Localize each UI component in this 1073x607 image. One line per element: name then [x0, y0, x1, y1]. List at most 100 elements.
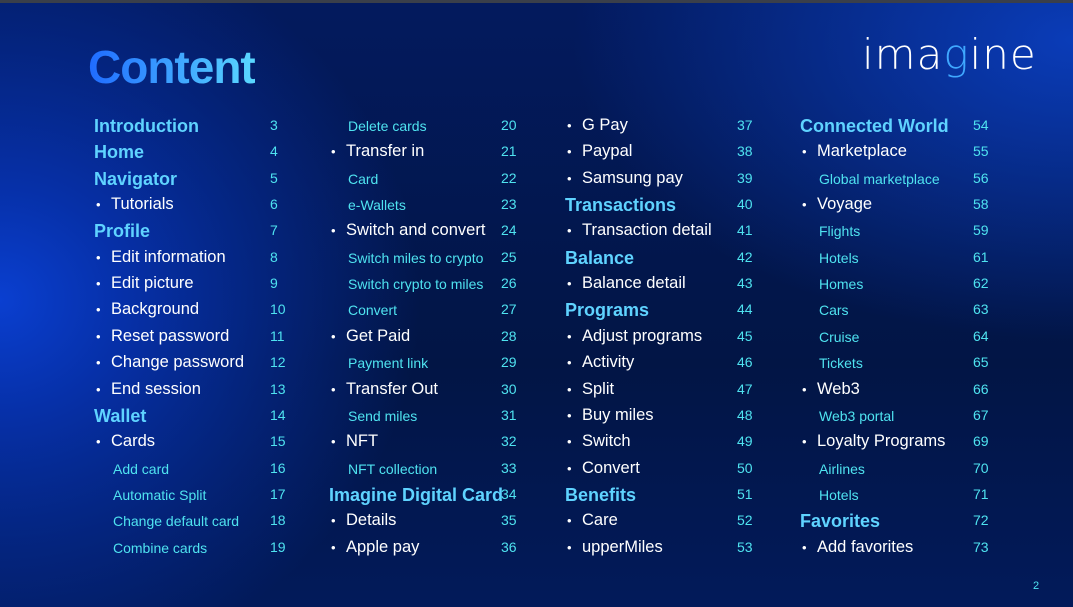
toc-entry[interactable]: Card: [348, 170, 379, 187]
toc-page-number: 30: [501, 380, 517, 397]
toc-entry[interactable]: Flights: [819, 223, 861, 240]
toc-page-number: 67: [973, 406, 989, 423]
toc-entry[interactable]: Send miles: [348, 407, 418, 424]
toc-page-number: 10: [270, 301, 286, 318]
toc-entry[interactable]: NFT collection: [348, 460, 438, 477]
toc-page-number: 66: [973, 380, 989, 397]
toc-page-number: 18: [270, 512, 286, 529]
toc-entry[interactable]: G Pay: [567, 116, 628, 135]
toc-entry[interactable]: Switch: [567, 432, 630, 451]
toc-page-number: 17: [270, 485, 286, 502]
toc-page-number: 58: [973, 196, 989, 213]
toc-page-number: 8: [270, 248, 278, 265]
toc-entry[interactable]: Paypal: [567, 142, 633, 161]
toc-entry[interactable]: Global marketplace: [819, 170, 940, 187]
toc-entry[interactable]: Cars: [819, 302, 849, 319]
toc-entry[interactable]: Hotels: [819, 249, 859, 266]
toc-page-number: 53: [737, 538, 753, 555]
page-title: Content: [88, 41, 256, 93]
toc-entry[interactable]: Switch and convert: [331, 221, 485, 240]
toc-entry[interactable]: Combine cards: [113, 539, 208, 556]
toc-entry[interactable]: Samsung pay: [567, 169, 683, 188]
toc-entry[interactable]: Benefits: [565, 484, 637, 505]
toc-entry[interactable]: Tickets: [819, 355, 863, 372]
toc-entry[interactable]: Profile: [94, 221, 151, 242]
toc-page-number: 26: [501, 275, 517, 292]
toc-page-number: 22: [501, 169, 517, 186]
toc-entry[interactable]: Web3: [802, 380, 860, 399]
toc-entry[interactable]: Marketplace: [802, 142, 907, 161]
toc-entry[interactable]: Programs: [565, 300, 650, 321]
toc-entry[interactable]: upperMiles: [567, 538, 663, 557]
toc-entry[interactable]: Cruise: [819, 328, 860, 345]
toc-entry[interactable]: Connected World: [800, 116, 949, 136]
toc-page-number: 31: [501, 406, 517, 423]
toc-entry[interactable]: Edit information: [96, 248, 226, 267]
toc-page-number: 71: [973, 485, 989, 502]
toc-entry[interactable]: Change default card: [113, 513, 240, 530]
toc-entry[interactable]: e-Wallets: [348, 197, 406, 214]
toc-page-number: 25: [501, 248, 517, 265]
toc-page-number: 15: [270, 433, 286, 450]
toc-entry[interactable]: Navigator: [94, 168, 178, 189]
toc-entry[interactable]: Balance: [565, 247, 635, 268]
toc-entry[interactable]: Switch crypto to miles: [348, 276, 484, 293]
toc-entry[interactable]: Wallet: [94, 405, 147, 426]
toc-entry[interactable]: Reset password: [96, 327, 229, 346]
toc-entry[interactable]: Background: [96, 300, 199, 319]
toc-page-number: 51: [737, 485, 753, 502]
toc-entry[interactable]: Transaction detail: [567, 221, 712, 240]
toc-entry[interactable]: Add favorites: [802, 538, 913, 557]
toc-entry[interactable]: Split: [567, 380, 614, 399]
toc-entry[interactable]: Web3 portal: [819, 407, 895, 424]
toc-entry[interactable]: Add card: [113, 460, 170, 477]
toc-entry[interactable]: Activity: [567, 353, 634, 372]
toc-entry[interactable]: Care: [567, 511, 618, 530]
toc-page-number: 56: [973, 169, 989, 186]
toc-entry[interactable]: Transactions: [565, 195, 677, 216]
toc-page-number: 44: [737, 301, 753, 318]
toc-entry[interactable]: Imagine Digital Card: [329, 484, 504, 505]
toc-entry[interactable]: Loyalty Programs: [802, 432, 945, 451]
toc-entry[interactable]: Transfer in: [331, 142, 424, 161]
toc-entry[interactable]: NFT: [331, 432, 378, 451]
toc-entry[interactable]: Edit picture: [96, 274, 193, 293]
toc-entry[interactable]: Transfer Out: [331, 380, 438, 399]
toc-entry[interactable]: Details: [331, 511, 397, 530]
toc-page-number: 19: [270, 538, 286, 555]
toc-page-number: 43: [737, 275, 753, 292]
toc-page-number: 14: [270, 406, 286, 423]
toc-entry[interactable]: Hotels: [819, 486, 859, 503]
toc-entry[interactable]: Change password: [96, 353, 244, 372]
toc-entry[interactable]: Home: [94, 142, 145, 163]
toc-entry[interactable]: Homes: [819, 276, 864, 293]
toc-entry[interactable]: Delete cards: [348, 118, 427, 134]
toc-entry[interactable]: Tutorials: [96, 195, 174, 214]
toc-entry[interactable]: Balance detail: [567, 274, 686, 293]
toc-page-number: 64: [973, 327, 989, 344]
toc-page-number: 50: [737, 459, 753, 476]
page-number: 2: [1033, 580, 1040, 592]
toc-entry[interactable]: Airlines: [819, 460, 865, 477]
toc-page-number: 3: [270, 117, 278, 133]
toc-entry[interactable]: Switch miles to crypto: [348, 249, 484, 266]
toc-page-number: 20: [501, 117, 517, 133]
toc-entry[interactable]: Buy miles: [567, 406, 653, 425]
toc-entry[interactable]: Introduction: [94, 116, 199, 136]
toc-entry[interactable]: Apple pay: [331, 538, 419, 557]
toc-page-number: 13: [270, 380, 286, 397]
toc-page-number: 49: [737, 433, 753, 450]
toc-page-number: 23: [501, 196, 517, 213]
toc-entry[interactable]: Adjust programs: [567, 327, 702, 346]
toc-entry[interactable]: Payment link: [348, 355, 429, 372]
toc-page-number: 52: [737, 512, 753, 529]
toc-entry[interactable]: Cards: [96, 432, 155, 451]
toc-entry[interactable]: Convert: [348, 302, 398, 319]
toc-entry[interactable]: Convert: [567, 459, 640, 478]
toc-entry[interactable]: Favorites: [800, 511, 881, 532]
toc-entry[interactable]: End session: [96, 380, 201, 399]
toc-entry[interactable]: Voyage: [802, 195, 872, 214]
toc-entry[interactable]: Automatic Split: [113, 486, 207, 503]
toc-entry[interactable]: Get Paid: [331, 327, 410, 346]
toc-page-number: 45: [737, 327, 753, 344]
